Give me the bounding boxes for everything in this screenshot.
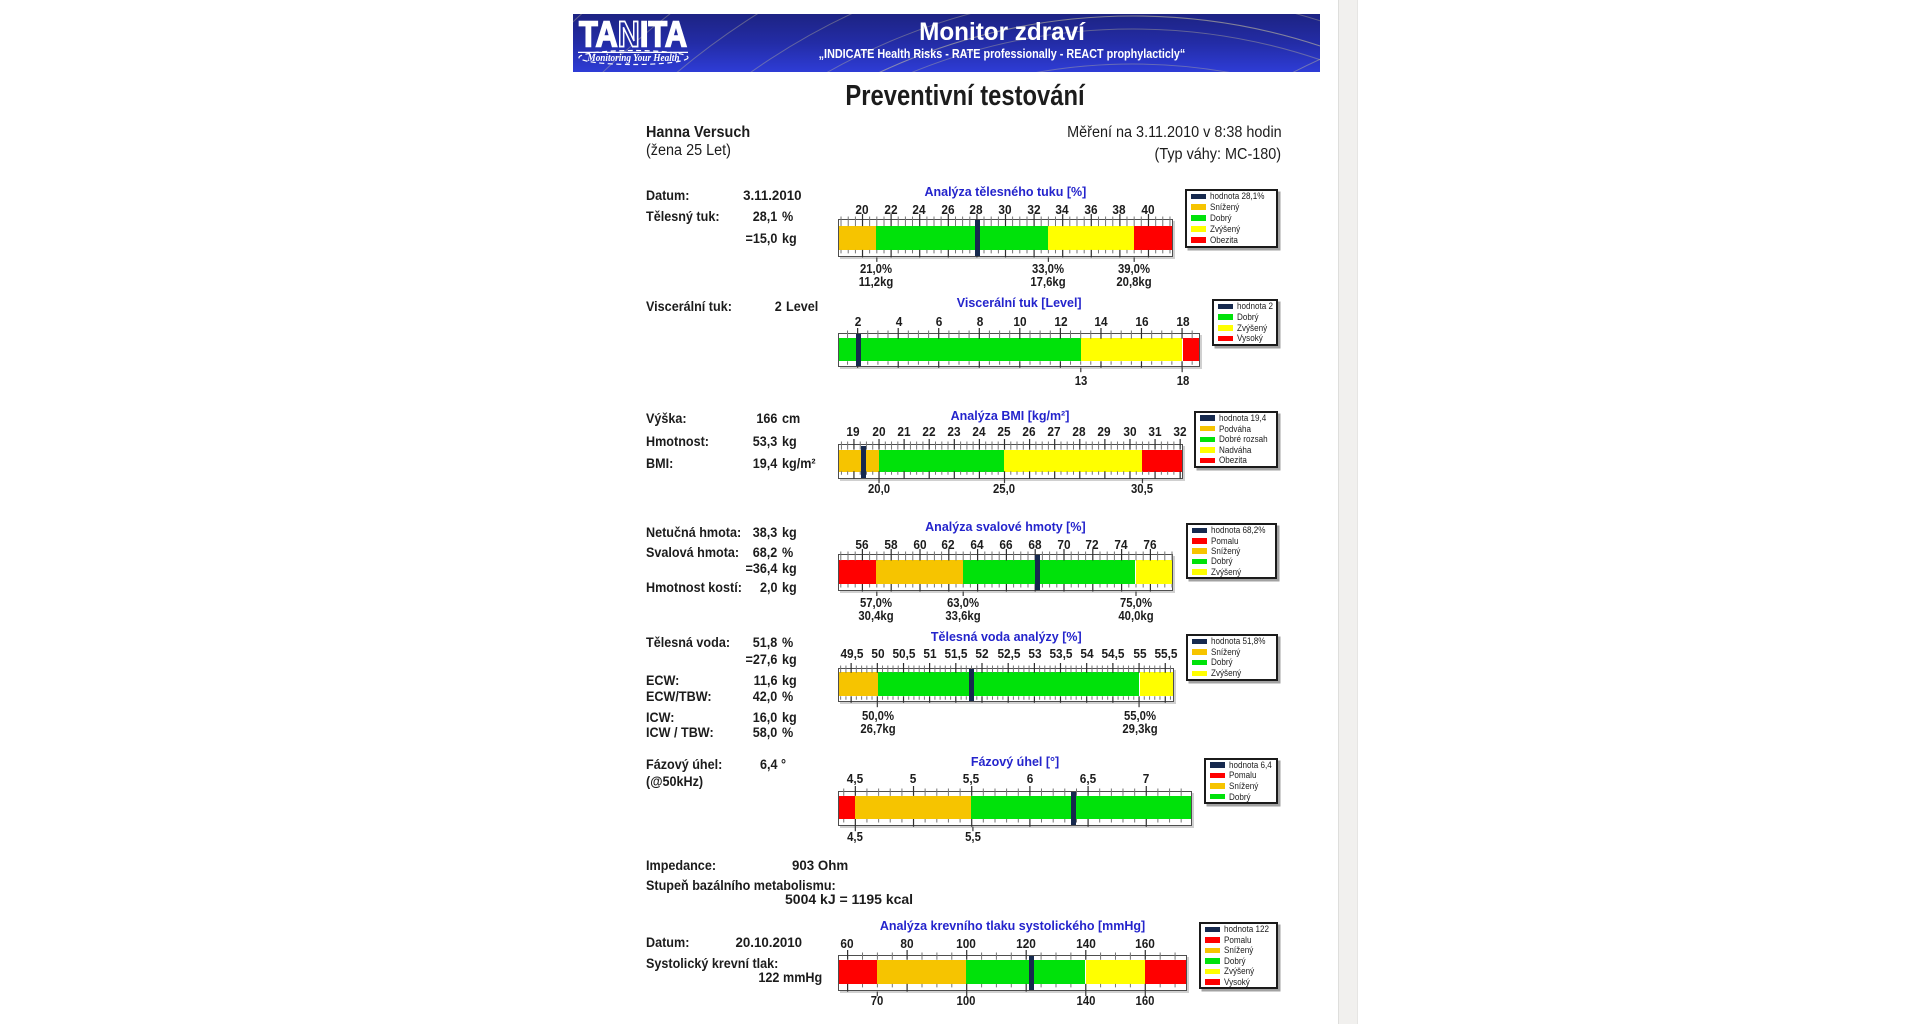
- svg-text:Monitoring Your Health: Monitoring Your Health: [587, 53, 680, 64]
- svg-text:TANITA: TANITA: [579, 14, 687, 55]
- svg-text:N: N: [618, 14, 640, 55]
